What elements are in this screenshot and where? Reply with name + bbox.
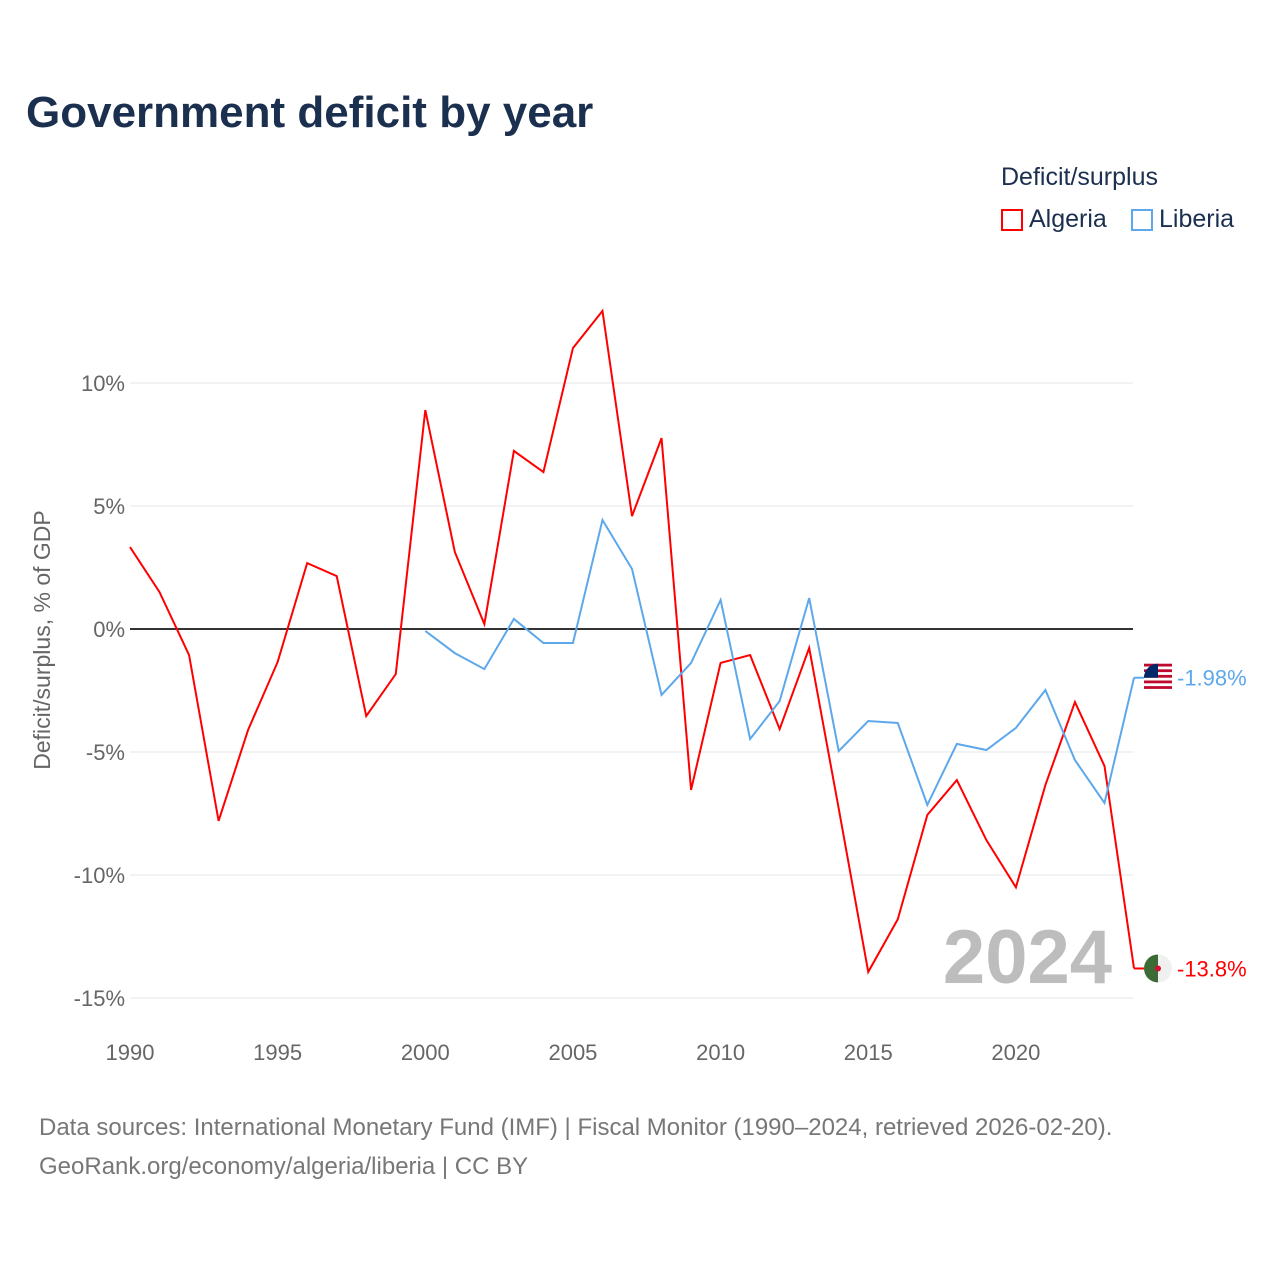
legend-swatch-liberia	[1131, 208, 1153, 231]
end-value-label-algeria: -13.8%	[1177, 956, 1247, 981]
end-value-label-liberia: -1.98%	[1177, 666, 1247, 691]
y-tick-label: -10%	[74, 863, 125, 888]
legend-item-liberia[interactable]: Liberia	[1131, 205, 1234, 234]
source-line-1: Data sources: International Monetary Fun…	[39, 1114, 1113, 1141]
y-tick-label: 0%	[93, 617, 125, 642]
x-tick-label: 2000	[401, 1040, 450, 1065]
legend-label-liberia: Liberia	[1159, 205, 1235, 233]
y-axis-label: Deficit/surplus, % of GDP	[29, 510, 55, 769]
y-tick-label: 5%	[93, 494, 125, 519]
y-tick-label: 10%	[81, 371, 125, 396]
y-tick-label: -15%	[74, 986, 125, 1011]
chart-title: Government deficit by year	[26, 88, 594, 137]
flag-stripe	[1144, 686, 1172, 689]
flag-green	[1144, 954, 1158, 983]
x-tick-label: 2010	[696, 1040, 745, 1065]
y-tick-label: -5%	[86, 740, 125, 765]
legend-title: Deficit/surplus	[1001, 163, 1158, 191]
year-watermark: 2024	[943, 915, 1112, 1000]
x-tick-label: 1990	[106, 1040, 155, 1065]
legend-swatch-algeria	[1001, 208, 1023, 231]
x-tick-label: 1995	[253, 1040, 302, 1065]
series-line-liberia	[424, 517, 1135, 808]
flag-canton	[1144, 663, 1158, 678]
flag-stripe	[1144, 680, 1172, 684]
legend-label-algeria: Algeria	[1029, 205, 1107, 233]
series-line-algeria	[129, 308, 1136, 975]
source-line-2: GeoRank.org/economy/algeria/liberia | CC…	[39, 1153, 529, 1180]
source-note: Data sources: International Monetary Fun…	[39, 1108, 1112, 1186]
x-tick-label: 2015	[844, 1040, 893, 1065]
flag-crescent	[1155, 965, 1161, 972]
x-tick-label: 2005	[548, 1040, 597, 1065]
legend-item-algeria[interactable]: Algeria	[1001, 205, 1107, 234]
x-tick-label: 2020	[991, 1040, 1040, 1065]
